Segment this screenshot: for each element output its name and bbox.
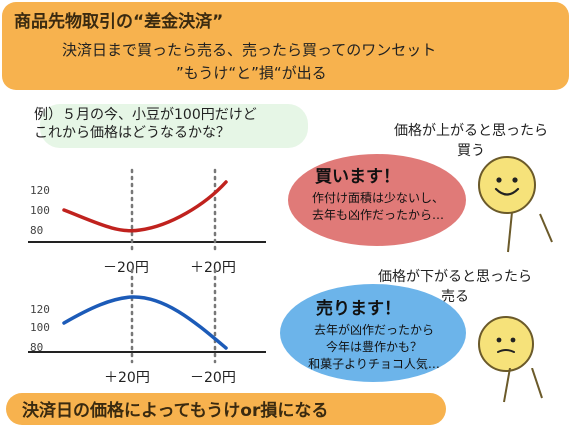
buyer-face-icon bbox=[478, 156, 536, 214]
buy-heading: 価格が上がると思ったら 買う bbox=[372, 120, 570, 160]
example-highlight bbox=[40, 104, 308, 148]
buy-bubble-text: 作付け面積は少ないし、 去年も凶作だったから… bbox=[290, 190, 466, 224]
buyer-body-icon bbox=[507, 212, 553, 253]
sell-speech-bubble bbox=[280, 284, 466, 382]
footer-banner bbox=[6, 393, 446, 425]
sell-heading-line-2: 売る bbox=[441, 289, 469, 305]
y-tick: 80 bbox=[30, 224, 44, 237]
y-tick: 100 bbox=[30, 321, 50, 334]
buy-bubble-line-2: 去年も凶作だったから… bbox=[311, 208, 444, 222]
price-down-curve bbox=[62, 295, 228, 350]
buy-speech-bubble bbox=[288, 154, 466, 246]
x-label: ＋20円 bbox=[104, 370, 150, 386]
sell-bubble-title: 売ります！ bbox=[316, 299, 401, 319]
price-up-chart bbox=[28, 168, 266, 254]
sell-bubble-line-3: 和菓子よりチョコ人気… bbox=[308, 357, 440, 371]
price-up-curve bbox=[62, 180, 228, 233]
buy-bubble-line-1: 作付け面積は少ないし、 bbox=[311, 191, 444, 205]
header-banner bbox=[2, 2, 569, 90]
buy-heading-line-2: 買う bbox=[457, 143, 485, 159]
sell-bubble-line-2: 今年は豊作かも？ bbox=[325, 340, 422, 354]
y-tick: 120 bbox=[30, 303, 50, 316]
x-label: －20円 bbox=[103, 260, 149, 276]
seller-face-icon bbox=[478, 316, 534, 372]
sell-heading: 価格が下がると思ったら 売る bbox=[350, 266, 560, 306]
buy-bubble-title: 買います！ bbox=[315, 167, 400, 187]
sell-heading-line-1: 価格が下がると思ったら bbox=[378, 269, 532, 285]
seller-body-icon bbox=[503, 368, 543, 403]
sell-bubble-text: 去年が凶作だったから 今年は豊作かも？ 和菓子よりチョコ人気… bbox=[282, 322, 466, 373]
example-line-1: 例）５月の今、小豆が100円だけど bbox=[34, 107, 257, 123]
y-tick: 120 bbox=[30, 184, 50, 197]
y-tick: 80 bbox=[30, 341, 44, 354]
example-line-2: これから価格はどうなるかな？ bbox=[34, 125, 230, 141]
sell-bubble-line-1: 去年が凶作だったから bbox=[313, 323, 434, 337]
x-label: －20円 bbox=[190, 370, 236, 386]
page-title: 商品先物取引の“差金決済” bbox=[14, 12, 224, 32]
header-line-1: 決済日まで買ったら売る、売ったら買ってのワンセット bbox=[62, 41, 437, 59]
price-down-chart bbox=[28, 268, 266, 364]
header-line-2: ”もうけ“と”損“が出る bbox=[176, 64, 327, 82]
buy-heading-line-1: 価格が上がると思ったら bbox=[394, 123, 548, 139]
y-tick: 100 bbox=[30, 204, 50, 217]
footer-text: 決済日の価格によってもうけor損になる bbox=[22, 401, 329, 421]
x-label: ＋20円 bbox=[190, 260, 236, 276]
